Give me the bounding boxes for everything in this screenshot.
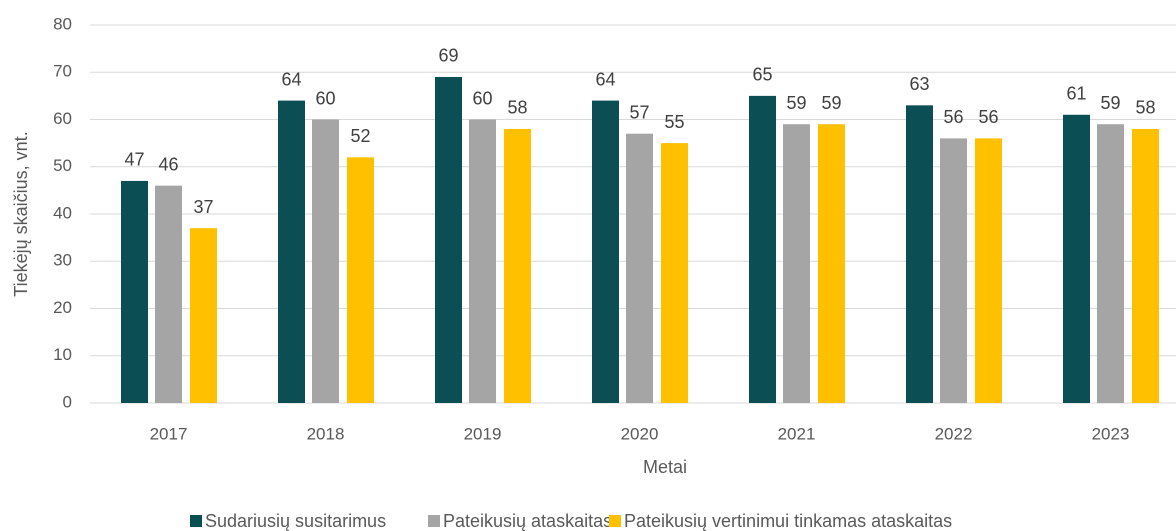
bar xyxy=(504,128,531,403)
legend-label: Pateikusių ataskaitas xyxy=(443,511,612,531)
value-label: 64 xyxy=(595,69,615,89)
value-label: 56 xyxy=(943,107,963,127)
legend-label: Sudariusių susitarimus xyxy=(205,511,386,531)
y-tick-label: 70 xyxy=(53,62,72,81)
bar xyxy=(155,185,182,403)
bar xyxy=(435,76,462,403)
x-tick-label: 2023 xyxy=(1092,424,1130,443)
value-label: 64 xyxy=(281,69,301,89)
y-axis-title: Tiekėjų skaičius, vnt. xyxy=(11,131,31,296)
bar xyxy=(749,95,776,403)
bar xyxy=(1097,124,1124,403)
bar xyxy=(121,180,148,403)
bar xyxy=(190,228,217,403)
bar xyxy=(975,138,1002,403)
value-label: 47 xyxy=(124,150,144,170)
y-tick-label: 0 xyxy=(63,392,72,411)
x-tick-label: 2021 xyxy=(778,424,816,443)
value-label: 61 xyxy=(1066,84,1086,104)
bar xyxy=(940,138,967,403)
y-tick-label: 40 xyxy=(53,203,72,222)
value-label: 69 xyxy=(438,46,458,66)
value-label: 55 xyxy=(664,112,684,132)
x-tick-label: 2020 xyxy=(621,424,659,443)
bar xyxy=(278,100,305,403)
y-tick-label: 80 xyxy=(53,14,72,33)
bar xyxy=(906,105,933,403)
bar xyxy=(1132,128,1159,403)
bar xyxy=(469,119,496,403)
value-label: 59 xyxy=(786,93,806,113)
legend-swatch xyxy=(428,515,440,527)
bar xyxy=(1063,114,1090,404)
value-label: 59 xyxy=(821,93,841,113)
y-tick-label: 50 xyxy=(53,156,72,175)
bar xyxy=(592,100,619,403)
legend-label: Pateikusių vertinimui tinkamas ataskaita… xyxy=(624,511,952,531)
y-tick-label: 60 xyxy=(53,109,72,128)
y-tick-label: 10 xyxy=(53,345,72,364)
x-tick-label: 2018 xyxy=(307,424,345,443)
value-label: 52 xyxy=(350,126,370,146)
x-tick-label: 2022 xyxy=(935,424,973,443)
legend-swatch xyxy=(190,515,202,527)
bar xyxy=(783,124,810,403)
value-label: 37 xyxy=(193,197,213,217)
y-tick-label: 30 xyxy=(53,251,72,270)
x-axis-title: Metai xyxy=(643,457,687,477)
x-tick-label: 2017 xyxy=(150,424,188,443)
bar xyxy=(818,124,845,403)
bar xyxy=(347,157,374,403)
value-label: 65 xyxy=(752,65,772,85)
value-label: 63 xyxy=(909,74,929,94)
value-label: 46 xyxy=(158,154,178,174)
value-label: 58 xyxy=(1135,98,1155,118)
value-label: 57 xyxy=(629,102,649,122)
value-label: 58 xyxy=(507,98,527,118)
legend-swatch xyxy=(609,515,621,527)
bar xyxy=(312,119,339,403)
value-label: 59 xyxy=(1100,93,1120,113)
bar xyxy=(661,143,688,403)
x-tick-label: 2019 xyxy=(464,424,502,443)
y-tick-label: 20 xyxy=(53,298,72,317)
value-label: 56 xyxy=(978,107,998,127)
bar xyxy=(626,133,653,404)
value-label: 60 xyxy=(472,88,492,108)
value-label: 60 xyxy=(315,88,335,108)
